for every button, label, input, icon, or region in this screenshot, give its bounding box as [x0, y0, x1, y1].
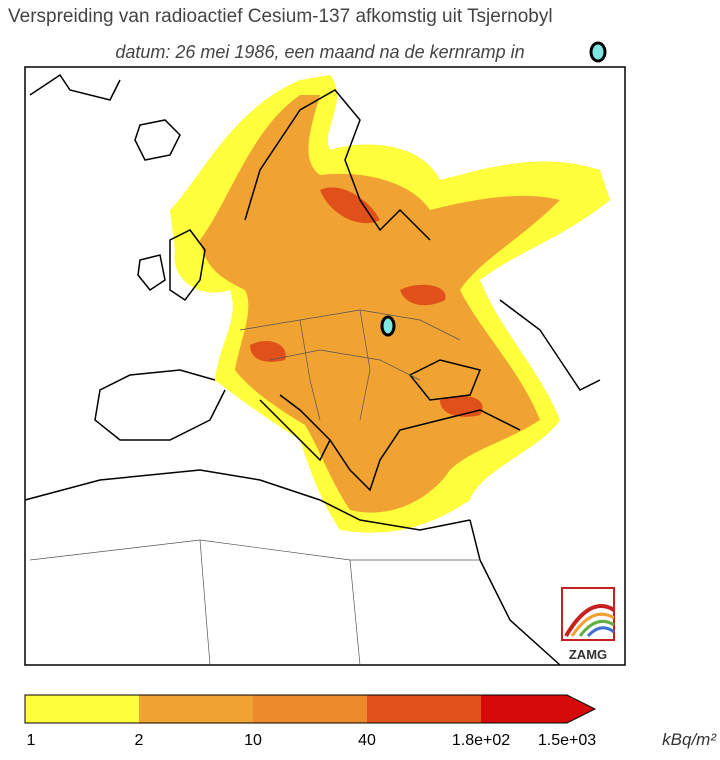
map: ZAMG	[24, 66, 626, 666]
colorbar-unit: kBq/m²	[662, 730, 717, 749]
colorbar-tick-label: 2	[135, 732, 144, 749]
logo-box	[561, 587, 615, 641]
colorbar-segment	[139, 695, 253, 723]
coastlines	[24, 73, 601, 666]
colorbar-segment	[253, 695, 367, 723]
colorbar: 1 2 10 40 1.8e+02 1.5e+03 kBq/m²	[24, 694, 717, 749]
title: Verspreiding van radioactief Cesium-137 …	[8, 6, 553, 27]
colorbar-arrow	[481, 695, 595, 723]
colorbar-segment	[367, 695, 481, 723]
colorbar-tick-label: 1.5e+03	[538, 732, 596, 749]
plume-mid	[200, 95, 560, 513]
colorbar-segment	[25, 695, 139, 723]
colorbar-outline	[24, 694, 597, 724]
colorbar-tick-label: 1	[27, 732, 36, 749]
borders	[29, 309, 480, 666]
plume-hotspots	[250, 187, 483, 417]
colorbar-tick-label: 1.8e+02	[452, 732, 510, 749]
logo: ZAMG	[561, 587, 616, 662]
logo-text: ZAMG	[569, 647, 607, 662]
subtitle: datum: 26 mei 1986, een maand na de kern…	[115, 42, 525, 62]
map-frame	[24, 66, 626, 666]
colorbar-tick-label: 10	[244, 732, 262, 749]
colorbar-tick-label: 40	[358, 732, 376, 749]
chernobyl-marker	[380, 315, 396, 337]
plume-outer	[170, 75, 610, 533]
